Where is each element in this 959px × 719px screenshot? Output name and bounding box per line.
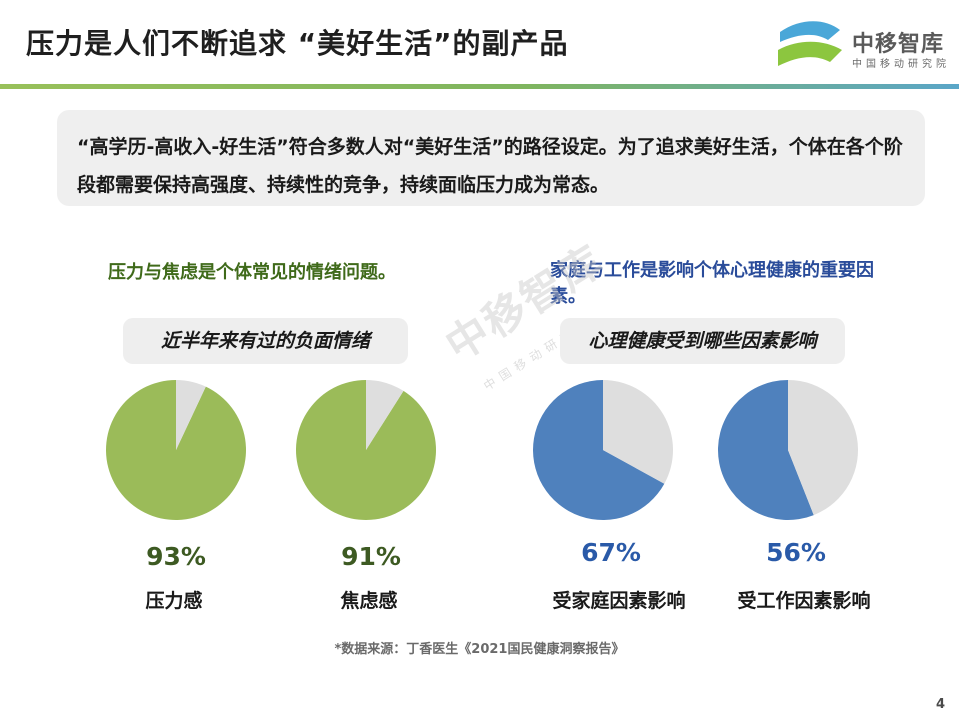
pie-slice-value [533,380,665,520]
pie-chart-stress [105,380,246,520]
logo-text: 中移智库 [852,32,945,57]
pie-value-stress: 93% [146,542,206,571]
pie-value-work: 56% [766,538,826,567]
pie-slice-remainder [603,380,673,484]
pie-value-family: 67% [581,538,641,567]
pie-slice-value [718,380,814,520]
logo-subtitle: 中国移动研究院 [852,59,950,70]
pie-slice-value [105,380,246,520]
pie-slice-remainder [366,380,404,450]
pie-chart-family [533,380,673,520]
page-number: 4 [936,697,946,712]
left-section-heading: 压力与焦虑是个体常见的情绪问题。 [108,262,396,283]
logo-icon [778,21,842,66]
data-source-note: *数据来源：丁香医生《2021国民健康洞察报告》 [334,642,625,657]
intro-text: “高学历-高收入-好生活”符合多数人对“美好生活”的路径设定。为了追求美好生活，… [77,136,903,196]
pie-label-anxiety: 焦虑感 [340,590,398,612]
pie-value-anxiety: 91% [341,542,401,571]
pie-label-stress: 压力感 [145,590,203,612]
pie-label-family: 受家庭因素影响 [552,590,686,612]
pie-slice-remainder [788,380,858,516]
page-title: 压力是人们不断追求 “美好生活”的副产品 [26,27,569,60]
pie-slice-remainder [176,380,206,450]
right-callout: 心理健康受到哪些因素影响 [560,318,845,364]
right-section-heading: 家庭与工作是影响个体心理健康的重要因素。 [550,260,874,307]
header-divider-bar [0,84,959,89]
intro-box: “高学历-高收入-好生活”符合多数人对“美好生活”的路径设定。为了追求美好生活，… [57,110,925,206]
left-callout: 近半年来有过的负面情绪 [123,318,408,364]
pie-chart-anxiety [296,380,436,520]
pie-label-work: 受工作因素影响 [737,590,871,612]
pie-chart-work [718,380,858,520]
